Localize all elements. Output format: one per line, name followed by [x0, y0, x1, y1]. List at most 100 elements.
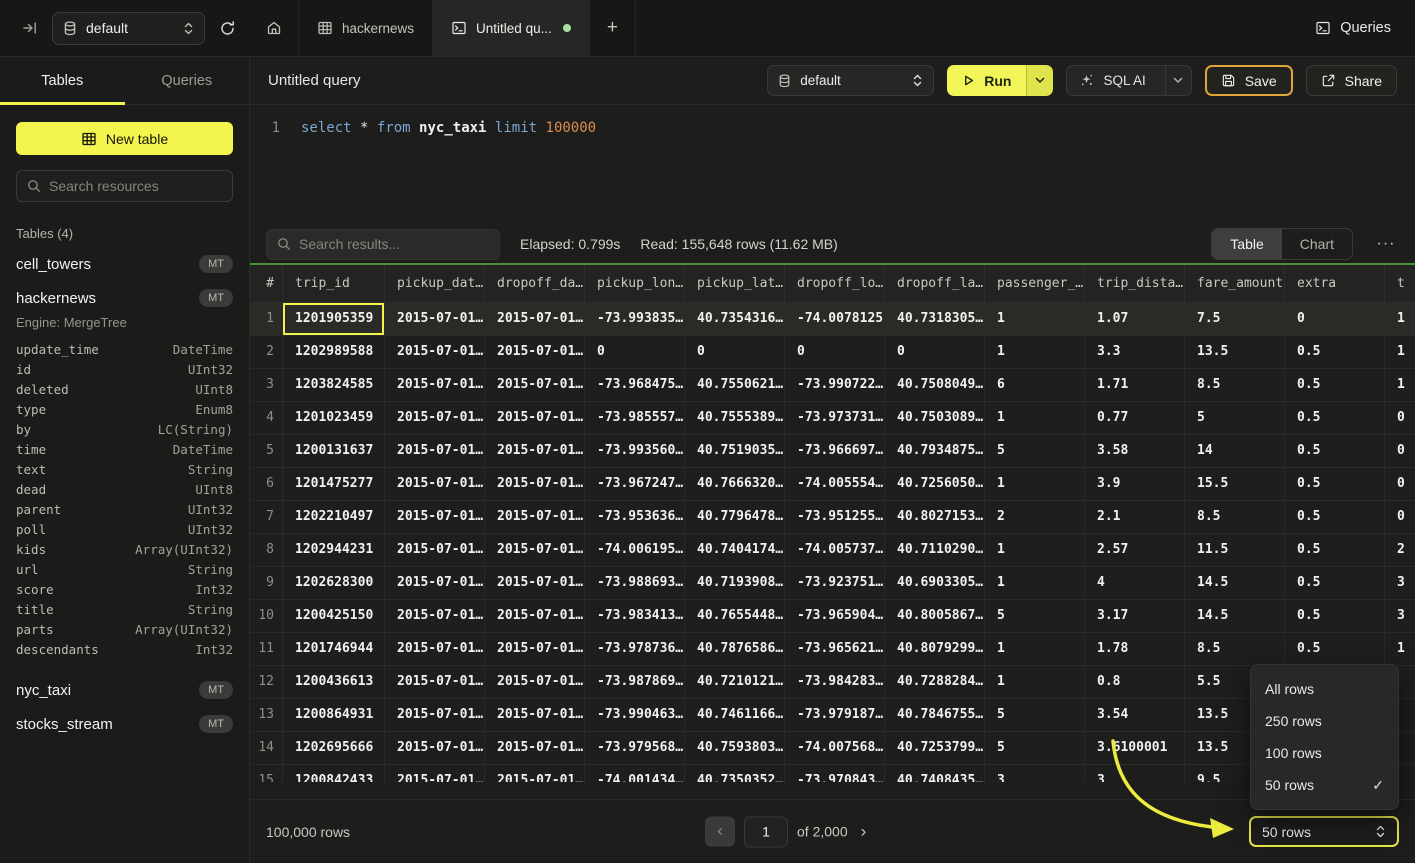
table-cell[interactable]: 2015-07-01… — [485, 303, 585, 335]
table-cell[interactable]: 2015-07-01… — [485, 534, 585, 566]
table-cell[interactable]: 2015-07-01… — [385, 336, 485, 368]
table-cell[interactable]: -73.923751… — [785, 567, 885, 599]
table-cell[interactable]: 40.7210121… — [685, 666, 785, 698]
table-cell[interactable]: 0.5 — [1285, 633, 1385, 665]
schema-column-row[interactable]: dead UInt8 — [0, 479, 249, 499]
table-cell[interactable]: 40.7876586… — [685, 633, 785, 665]
table-cell[interactable]: 1.71 — [1085, 369, 1185, 401]
table-cell[interactable]: 3.54 — [1085, 699, 1185, 731]
table-cell[interactable]: 13.5 — [1185, 336, 1285, 368]
table-cell[interactable]: 40.7318305… — [885, 303, 985, 335]
table-cell[interactable]: 3.6100001 — [1085, 732, 1185, 764]
table-cell[interactable]: 14 — [1185, 435, 1285, 467]
table-cell[interactable]: 5 — [985, 600, 1085, 632]
table-cell[interactable]: 1 — [985, 567, 1085, 599]
sidebar-item-cell-towers[interactable]: cell_towers MT — [0, 247, 249, 281]
table-cell[interactable]: 2015-07-01… — [385, 501, 485, 533]
column-header[interactable]: dropoff_la… — [885, 265, 985, 302]
table-cell[interactable]: 5 — [985, 732, 1085, 764]
table-cell[interactable]: 1202210497 — [283, 501, 385, 533]
table-cell[interactable]: 2015-07-01… — [385, 765, 485, 782]
column-header[interactable]: fare_amount — [1185, 265, 1285, 302]
table-cell[interactable]: -73.979187… — [785, 699, 885, 731]
page-number-input[interactable] — [744, 816, 788, 847]
table-cell[interactable]: -73.953636… — [585, 501, 685, 533]
table-cell[interactable]: 0.5 — [1285, 600, 1385, 632]
table-cell[interactable]: 0.5 — [1285, 435, 1385, 467]
collapse-sidebar-icon[interactable] — [22, 20, 38, 36]
table-cell[interactable]: 8.5 — [1185, 633, 1285, 665]
table-cell[interactable]: 0 — [785, 336, 885, 368]
table-cell[interactable]: 0.5 — [1285, 336, 1385, 368]
table-cell[interactable]: 8.5 — [1185, 369, 1285, 401]
row-number[interactable]: 13 — [250, 699, 283, 731]
table-row[interactable]: 1312008649312015-07-01…2015-07-01…-73.99… — [250, 699, 1415, 732]
table-cell[interactable]: -74.001434… — [585, 765, 685, 782]
table-cell[interactable]: 1200864931 — [283, 699, 385, 731]
table-cell[interactable]: 40.7593803… — [685, 732, 785, 764]
table-cell[interactable]: -74.007568… — [785, 732, 885, 764]
schema-column-row[interactable]: title String — [0, 599, 249, 619]
table-cell[interactable]: 40.7503089… — [885, 402, 985, 434]
table-cell[interactable]: 40.8027153… — [885, 501, 985, 533]
schema-column-row[interactable]: parent UInt32 — [0, 499, 249, 519]
table-cell[interactable]: -74.006195… — [585, 534, 685, 566]
table-cell[interactable]: 2015-07-01… — [485, 435, 585, 467]
table-cell[interactable]: -73.965621… — [785, 633, 885, 665]
table-cell[interactable]: 40.7404174… — [685, 534, 785, 566]
table-cell[interactable]: -73.987869… — [585, 666, 685, 698]
view-toggle-table[interactable]: Table — [1212, 229, 1281, 259]
table-cell[interactable]: 40.7550621… — [685, 369, 785, 401]
table-cell[interactable]: 0.8 — [1085, 666, 1185, 698]
table-cell[interactable]: -73.985557… — [585, 402, 685, 434]
table-cell[interactable]: 40.7288284… — [885, 666, 985, 698]
table-cell[interactable]: 3 — [1085, 765, 1185, 782]
row-number[interactable]: 12 — [250, 666, 283, 698]
column-header[interactable]: pickup_lat… — [685, 265, 785, 302]
table-cell[interactable]: 40.7934875… — [885, 435, 985, 467]
queries-button[interactable]: Queries — [1315, 20, 1391, 36]
row-number[interactable]: 1 — [250, 303, 283, 335]
tab-untitled-query[interactable]: Untitled qu... — [433, 0, 590, 56]
tab-home[interactable] — [250, 0, 299, 56]
table-cell[interactable]: -73.990722… — [785, 369, 885, 401]
table-cell[interactable]: 11.5 — [1185, 534, 1285, 566]
table-cell[interactable]: 1 — [985, 336, 1085, 368]
table-cell[interactable]: 40.7846755… — [885, 699, 985, 731]
sidebar-item-nyc-taxi[interactable]: nyc_taxi MT — [0, 673, 249, 707]
table-cell[interactable]: -73.966697… — [785, 435, 885, 467]
table-cell[interactable]: 2 — [1385, 534, 1415, 566]
table-cell[interactable]: -73.978736… — [585, 633, 685, 665]
table-cell[interactable]: 2015-07-01… — [485, 501, 585, 533]
table-cell[interactable]: 2015-07-01… — [385, 666, 485, 698]
table-cell[interactable]: 2 — [985, 501, 1085, 533]
table-cell[interactable]: 1202695666 — [283, 732, 385, 764]
table-row[interactable]: 912026283002015-07-01…2015-07-01…-73.988… — [250, 567, 1415, 600]
schema-column-row[interactable]: id UInt32 — [0, 359, 249, 379]
schema-column-row[interactable]: update_time DateTime — [0, 339, 249, 359]
table-cell[interactable]: 1203824585 — [283, 369, 385, 401]
table-cell[interactable]: 0 — [685, 336, 785, 368]
row-number[interactable]: 4 — [250, 402, 283, 434]
table-cell[interactable]: -73.979568… — [585, 732, 685, 764]
table-cell[interactable]: 2015-07-01… — [485, 600, 585, 632]
new-tab-button[interactable]: + — [590, 0, 636, 56]
table-cell[interactable]: 2015-07-01… — [485, 666, 585, 698]
table-cell[interactable]: 3.9 — [1085, 468, 1185, 500]
table-cell[interactable]: -74.005737… — [785, 534, 885, 566]
schema-column-row[interactable]: poll UInt32 — [0, 519, 249, 539]
table-cell[interactable]: 40.7256050… — [885, 468, 985, 500]
table-cell[interactable]: 2015-07-01… — [385, 303, 485, 335]
table-cell[interactable]: 2015-07-01… — [385, 369, 485, 401]
table-cell[interactable]: 5 — [1185, 402, 1285, 434]
table-cell[interactable]: 0 — [1385, 402, 1415, 434]
table-cell[interactable]: 1 — [1385, 303, 1415, 335]
table-cell[interactable]: 1202944231 — [283, 534, 385, 566]
previous-page-button[interactable]: ‹ — [705, 817, 735, 847]
schema-column-row[interactable]: parts Array(UInt32) — [0, 619, 249, 639]
table-cell[interactable]: -73.983413… — [585, 600, 685, 632]
schema-column-row[interactable]: url String — [0, 559, 249, 579]
results-search[interactable] — [266, 229, 500, 260]
column-header[interactable]: trip_dista… — [1085, 265, 1185, 302]
results-more-button[interactable]: ··· — [1373, 235, 1399, 253]
